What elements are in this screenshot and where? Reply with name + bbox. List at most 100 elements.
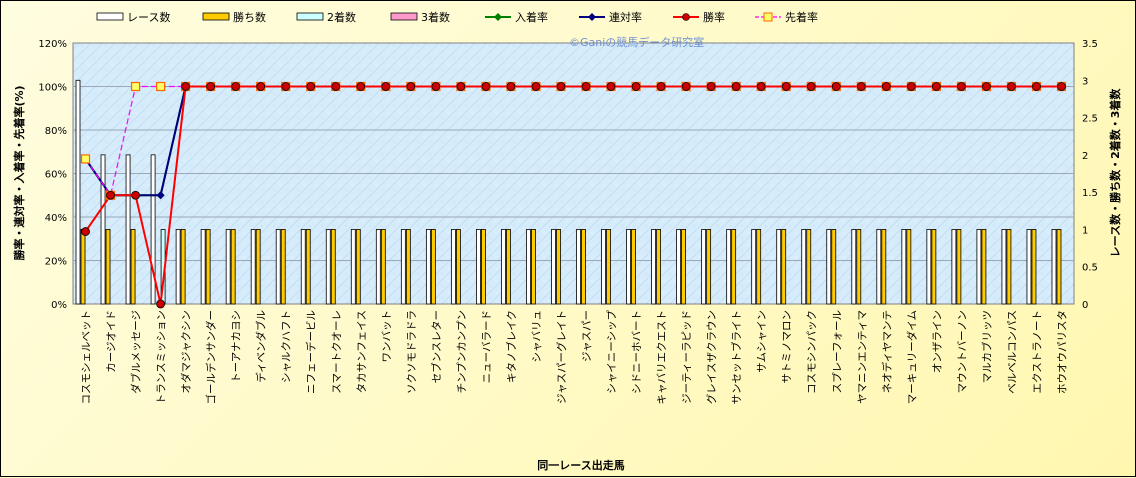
point-勝率 [856, 82, 866, 91]
bar-series [75, 79, 1062, 305]
bar-勝ち数 [481, 229, 486, 305]
bar-レース数 [275, 229, 281, 305]
bar-レース数 [300, 229, 306, 305]
y-right-tick-label: 0 [1082, 300, 1088, 311]
bar-勝ち数 [756, 229, 762, 305]
point-勝率 [706, 82, 716, 91]
line-勝率 [84, 85, 1062, 305]
bar-勝ち数 [380, 229, 386, 305]
bar-勝ち数 [305, 229, 311, 305]
bar-レース数 [1026, 229, 1032, 305]
legend-item: 先着率 [755, 10, 818, 24]
point-連対率 [156, 191, 165, 200]
watermark: ©Ganiの競馬データ研究室 [569, 35, 704, 49]
point-先着率 [80, 154, 91, 164]
bar-レース数 [75, 79, 81, 305]
y-axis-left-title: 勝率・連対率・入着率・先着率(%) [12, 85, 26, 260]
point-勝率 [1007, 82, 1016, 91]
point-勝率 [756, 82, 766, 91]
point-勝率 [256, 82, 266, 91]
legend: レース数 勝ち数 2着数 3着数 入着率 連対率 勝率 先着率 [96, 10, 818, 24]
bar-レース数 [676, 229, 682, 305]
legend-swatch [202, 12, 230, 21]
point-勝率 [431, 82, 441, 91]
point-勝率 [156, 299, 165, 309]
bar-レース数 [551, 229, 556, 305]
bar-勝ち数 [1056, 229, 1062, 305]
bar-レース数 [425, 229, 431, 305]
bar-レース数 [951, 229, 957, 305]
bar-勝ち数 [806, 229, 812, 305]
legend-label: 2着数 [327, 10, 356, 24]
y-left-tick-label: 0% [51, 300, 67, 311]
bar-レース数 [876, 229, 882, 305]
point-勝率 [806, 82, 816, 91]
y-right-tick-label: 1 [1082, 225, 1088, 236]
x-tick-label: チンプンカンプン [456, 310, 468, 393]
point-勝率 [631, 82, 641, 91]
bar-勝ち数 [280, 229, 286, 305]
bar-レース数 [851, 229, 857, 305]
bar-レース数 [726, 229, 732, 305]
x-tick-label: ネオディヤマンテ [880, 310, 893, 393]
x-tick-label: ニューバラード [481, 310, 493, 383]
x-tick-label: コスモシェルベット [81, 310, 93, 405]
point-勝率 [931, 82, 941, 91]
bar-レース数 [826, 229, 832, 305]
x-tick-label: ベルベルコンパス [1006, 310, 1018, 394]
legend-item: 2着数 [296, 10, 356, 24]
bar-レース数 [125, 154, 131, 305]
x-tick-label: ニフェーデービル [305, 310, 318, 394]
bar-レース数 [801, 229, 807, 305]
bar-勝ち数 [1031, 229, 1037, 305]
x-tick-label: スマートクオーレ [331, 310, 343, 394]
x-tick-label: シャルクハフト [281, 310, 293, 383]
point-勝率 [331, 82, 341, 91]
bar-レース数 [776, 229, 782, 305]
bar-レース数 [150, 154, 156, 305]
point-勝率 [281, 82, 291, 91]
point-勝率 [1032, 82, 1041, 91]
bar-勝ち数 [731, 229, 737, 305]
y-axis-left: 0% 20% 40% 60% 80% 100% 120% [38, 39, 67, 311]
bar-レース数 [225, 229, 231, 305]
point-先着率 [155, 81, 166, 92]
point-勝率 [206, 82, 216, 91]
legend-item: 連対率 [579, 10, 642, 24]
legend-item: 入着率 [485, 10, 548, 24]
bar-勝ち数 [656, 229, 661, 305]
legend-label: 3着数 [421, 10, 450, 24]
x-tick-label: シドニーホバート [631, 310, 643, 394]
bar-勝ち数 [631, 229, 636, 305]
bar-レース数 [250, 229, 256, 305]
x-tick-label: スプレーフォール [831, 310, 843, 393]
point-勝率 [956, 82, 966, 91]
point-勝率 [556, 82, 566, 91]
bar-レース数 [526, 229, 531, 305]
point-勝率 [356, 82, 366, 91]
y-left-tick-label: 100% [38, 83, 67, 94]
point-勝率 [306, 82, 316, 91]
bar-勝ち数 [255, 229, 261, 305]
bar-レース数 [175, 229, 181, 305]
point-勝率 [656, 82, 666, 91]
bar-レース数 [400, 229, 406, 305]
legend-marker [763, 12, 773, 22]
x-tick-label: トランスミッション [156, 310, 168, 404]
y-left-tick-label: 60% [45, 170, 67, 181]
bar-勝ち数 [330, 229, 336, 305]
bar-勝ち数 [831, 229, 837, 305]
x-tick-label: ワンバット [381, 310, 393, 363]
point-勝率 [1057, 82, 1066, 91]
bar-レース数 [576, 229, 581, 305]
point-勝率 [506, 82, 516, 91]
x-tick-label: キャバリエクエスト [656, 310, 668, 405]
bar-レース数 [626, 229, 631, 305]
bar-勝ち数 [881, 229, 887, 305]
legend-marker [494, 13, 502, 21]
point-勝率 [131, 190, 140, 200]
x-tick-label: セブンスレター [430, 310, 443, 383]
point-勝率 [781, 82, 791, 91]
